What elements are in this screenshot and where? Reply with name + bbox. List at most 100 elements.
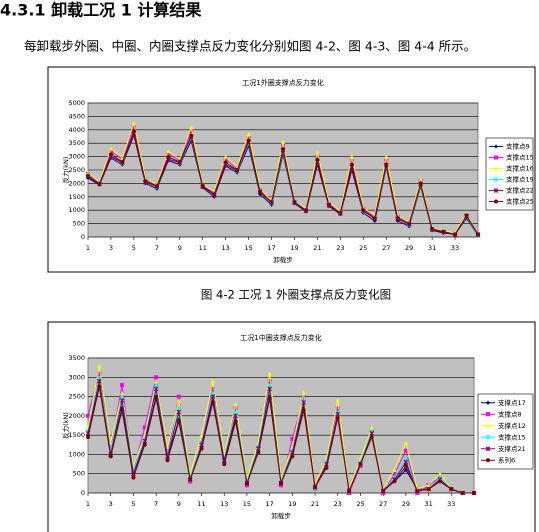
marker	[223, 160, 228, 165]
marker	[223, 154, 228, 159]
x-tick-label: 13	[220, 500, 228, 508]
y-tick-label: 1500	[68, 431, 85, 439]
marker	[108, 454, 113, 459]
marker	[166, 155, 171, 160]
legend-label: 支撑点16	[506, 164, 534, 173]
marker	[279, 481, 283, 486]
marker	[392, 471, 397, 476]
marker	[154, 375, 159, 380]
marker	[494, 199, 498, 204]
marker	[210, 386, 215, 391]
marker	[154, 396, 159, 401]
x-tick-label: 31	[424, 500, 432, 508]
marker	[464, 213, 469, 218]
caption: 图 4-2 工况 1 外圈支撑点反力变化图	[201, 288, 391, 302]
legend	[485, 137, 534, 211]
y-tick-label: 3500	[68, 354, 85, 362]
marker	[486, 400, 490, 405]
marker	[235, 168, 240, 172]
marker	[361, 208, 366, 213]
legend-label: 支撑点15	[506, 153, 534, 162]
marker	[166, 151, 171, 156]
marker	[233, 402, 238, 407]
marker	[233, 409, 238, 415]
x-tick-label: 1	[86, 500, 90, 508]
marker	[426, 487, 431, 492]
x-tick-label: 11	[197, 500, 205, 508]
marker	[335, 398, 340, 403]
paragraph: 每卸载步外圈、中圈、内圈支撑点反力变化分别如图 4-2、图 4-3、图 4-4 …	[24, 39, 476, 54]
marker	[301, 390, 306, 395]
marker	[108, 444, 113, 449]
marker	[403, 464, 408, 468]
marker	[131, 121, 136, 126]
x-axis-label: 卸载步	[273, 255, 293, 264]
marker	[131, 125, 136, 130]
marker	[381, 489, 386, 494]
marker	[437, 479, 442, 484]
marker	[335, 411, 341, 417]
marker	[246, 138, 251, 143]
marker	[210, 400, 215, 405]
marker	[120, 383, 125, 387]
marker	[97, 371, 102, 376]
marker	[97, 384, 102, 389]
marker	[154, 184, 159, 189]
marker	[267, 379, 272, 384]
marker	[176, 409, 182, 415]
y-tick-label: 5000	[68, 99, 85, 107]
marker	[244, 481, 249, 486]
marker	[407, 221, 412, 226]
marker	[199, 446, 204, 451]
x-tick-label: 27	[382, 244, 390, 252]
marker	[349, 158, 354, 163]
marker	[392, 479, 397, 484]
marker	[315, 154, 320, 159]
marker	[258, 189, 263, 194]
marker	[96, 374, 102, 380]
marker	[415, 489, 420, 494]
marker	[384, 154, 389, 159]
y-tick-label: 2500	[68, 166, 85, 174]
marker	[233, 413, 238, 419]
marker	[188, 477, 193, 482]
marker	[403, 455, 409, 461]
marker	[493, 177, 499, 182]
marker	[97, 181, 102, 186]
legend-label: 支撑点25	[506, 197, 534, 206]
marker	[233, 419, 238, 424]
marker	[486, 423, 490, 428]
chart-title: 工况1中圈支撑点反力变化	[240, 333, 321, 342]
y-axis-label: 反力(kN)	[61, 157, 70, 184]
marker	[281, 147, 285, 152]
marker	[210, 379, 215, 384]
marker	[97, 363, 102, 368]
marker	[315, 157, 320, 162]
marker	[313, 485, 318, 490]
marker	[281, 139, 285, 144]
marker	[223, 157, 228, 162]
x-tick-label: 33	[447, 500, 455, 508]
x-tick-label: 19	[288, 500, 296, 508]
marker	[430, 226, 435, 231]
x-tick-label: 13	[222, 244, 230, 252]
x-tick-label: 5	[131, 500, 135, 508]
y-tick-label: 500	[73, 470, 85, 478]
marker	[96, 378, 102, 384]
marker	[177, 159, 182, 164]
marker	[292, 200, 297, 205]
marker	[165, 458, 170, 463]
marker	[108, 149, 113, 154]
marker	[269, 200, 274, 205]
y-tick-label: 4500	[68, 112, 85, 120]
marker	[441, 229, 446, 234]
marker	[493, 188, 499, 193]
marker	[86, 173, 90, 178]
marker	[303, 208, 308, 213]
x-tick-label: 17	[266, 500, 274, 508]
x-tick-label: 7	[155, 244, 159, 252]
x-tick-label: 31	[428, 244, 436, 252]
legend-label: 支撑点19	[506, 175, 534, 184]
marker	[494, 155, 498, 160]
